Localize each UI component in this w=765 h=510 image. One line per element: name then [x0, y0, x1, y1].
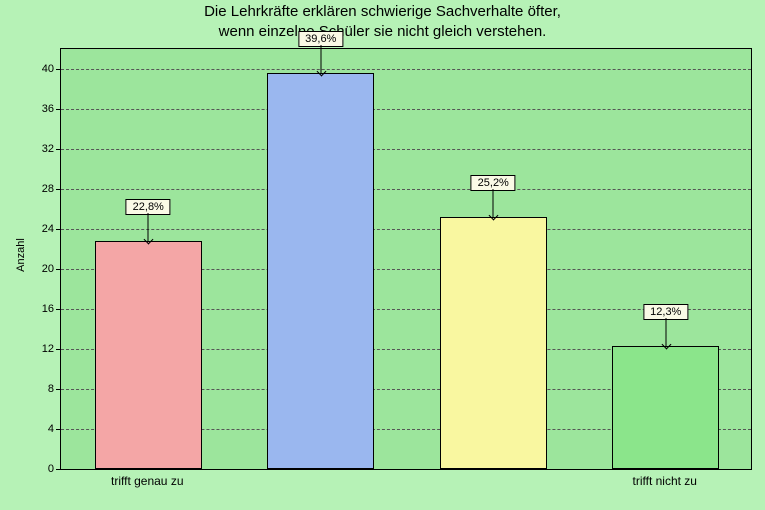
- ytick-label: 28: [0, 183, 54, 195]
- gridline: [61, 189, 751, 190]
- ytick-label: 24: [0, 223, 54, 235]
- ytick-mark: [56, 109, 61, 110]
- chart-title-line2: wenn einzelne Schüler sie nicht gleich v…: [0, 22, 765, 42]
- chart-title: Die Lehrkräfte erklären schwierige Sachv…: [0, 0, 765, 43]
- x-category-label: trifft nicht zu: [633, 474, 697, 488]
- ytick-label: 32: [0, 143, 54, 155]
- ytick-label: 40: [0, 63, 54, 75]
- chart-title-line1: Die Lehrkräfte erklären schwierige Sachv…: [204, 3, 561, 20]
- ytick-label: 16: [0, 303, 54, 315]
- ytick-label: 12: [0, 343, 54, 355]
- ytick-mark: [56, 269, 61, 270]
- gridline: [61, 229, 751, 230]
- ytick-label: 20: [0, 263, 54, 275]
- ytick-label: 4: [0, 423, 54, 435]
- ytick-mark: [56, 429, 61, 430]
- ytick-mark: [56, 69, 61, 70]
- bar: [440, 217, 547, 469]
- gridline: [61, 109, 751, 110]
- plot-area-wrap: 22,8%39,6%25,2%12,3%: [60, 48, 752, 470]
- ytick-mark: [56, 349, 61, 350]
- ytick-label: 8: [0, 383, 54, 395]
- bar: [267, 73, 374, 469]
- x-axis-labels: trifft genau zu trifft nicht zu: [60, 472, 752, 492]
- bar: [95, 241, 202, 469]
- ytick-mark: [56, 189, 61, 190]
- ytick-mark: [56, 229, 61, 230]
- ytick-mark: [56, 309, 61, 310]
- ytick-mark: [56, 469, 61, 470]
- gridline: [61, 149, 751, 150]
- ytick-label: 0: [0, 463, 54, 475]
- ytick-mark: [56, 389, 61, 390]
- ytick-mark: [56, 149, 61, 150]
- bar: [612, 346, 719, 469]
- x-category-label: trifft genau zu: [111, 474, 184, 488]
- plot-area: 22,8%39,6%25,2%12,3%: [60, 48, 752, 470]
- gridline: [61, 69, 751, 70]
- ytick-label: 36: [0, 103, 54, 115]
